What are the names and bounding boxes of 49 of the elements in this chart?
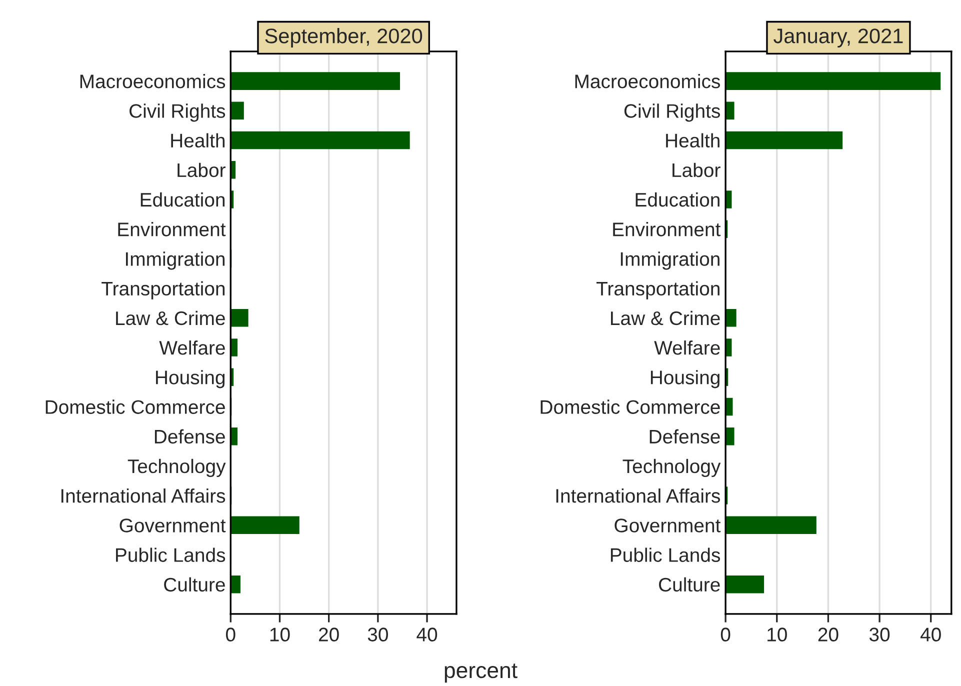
y-tick-label: Education: [140, 192, 225, 207]
y-tick-label: Civil Rights: [624, 104, 720, 122]
y-tick-label: Public Lands: [610, 548, 720, 562]
y-tick-label: Law & Crime: [611, 310, 720, 326]
chart-title: January, 2021: [774, 28, 903, 48]
y-tick-label: Environment: [613, 222, 721, 236]
y-tick-label: Transportation: [102, 281, 225, 300]
y-tick-label: Housing: [156, 370, 225, 388]
y-tick-label: Environment: [118, 222, 226, 236]
y-tick-label: Domestic Commerce: [540, 400, 720, 414]
y-tick-label: Technology: [622, 458, 721, 478]
y-tick-label: Macroeconomics: [80, 74, 226, 88]
y-tick-label: Immigration: [126, 252, 225, 270]
y-tick-label: Welfare: [654, 340, 720, 355]
x-tick-label: 20: [818, 628, 838, 642]
x-tick-label: 0: [720, 628, 730, 642]
y-tick-label: Civil Rights: [130, 104, 226, 122]
y-tick-label: Defense: [154, 429, 225, 444]
y-tick-label: Health: [171, 133, 225, 148]
x-tick-label: 30: [869, 628, 890, 642]
x-tick-label: 40: [416, 628, 438, 642]
y-tick-label: Health: [666, 133, 720, 148]
y-tick-label: Housing: [650, 370, 720, 388]
y-tick-label: Public Lands: [116, 548, 226, 562]
y-tick-label: International Affairs: [61, 488, 226, 503]
y-tick-label: Welfare: [159, 340, 225, 355]
y-tick-label: Education: [636, 192, 720, 207]
x-tick-label: 0: [226, 628, 236, 642]
y-tick-label: Immigration: [620, 252, 720, 270]
y-tick-label: Culture: [659, 577, 720, 592]
y-tick-label: Transportation: [596, 281, 720, 300]
y-tick-label: Government: [120, 518, 226, 532]
y-tick-label: Culture: [164, 577, 225, 592]
y-tick-label: Labor: [178, 162, 226, 178]
x-tick-label: 40: [920, 628, 941, 642]
x-axis-title: percent: [444, 664, 518, 683]
y-tick-label: Law & Crime: [116, 310, 225, 326]
y-tick-label: Domestic Commerce: [46, 400, 225, 414]
y-tick-label: Labor: [672, 162, 720, 178]
y-tick-label: Technology: [128, 458, 226, 478]
y-tick-label: Defense: [650, 429, 720, 444]
x-tick-label: 10: [270, 628, 290, 642]
y-tick-label: Macroeconomics: [575, 74, 720, 88]
x-tick-label: 30: [368, 628, 388, 642]
x-tick-label: 20: [318, 628, 339, 642]
y-tick-label: Government: [614, 518, 721, 532]
x-tick-label: 10: [768, 628, 787, 642]
chart-title: September, 2020: [265, 28, 422, 48]
y-tick-label: International Affairs: [556, 488, 720, 503]
